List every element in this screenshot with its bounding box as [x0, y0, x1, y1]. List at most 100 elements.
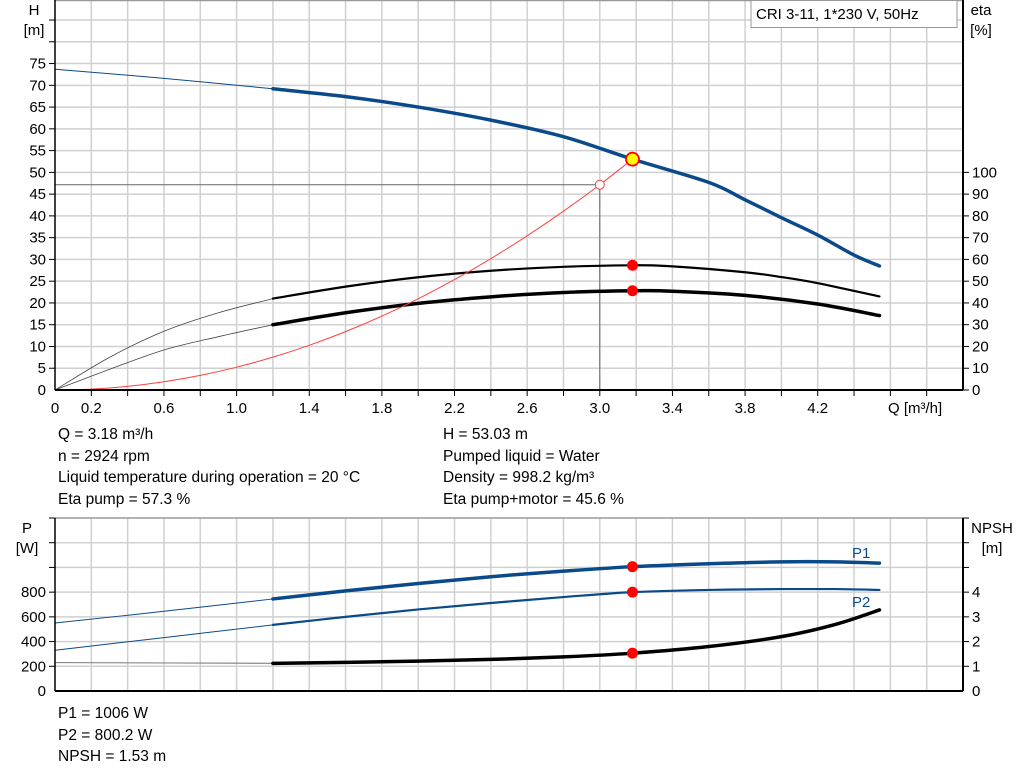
x-tick-label: 3.4	[662, 400, 683, 417]
y2-tick-label: 90	[972, 186, 989, 203]
info-eta-pump: Eta pump = 57.3 %	[58, 490, 191, 508]
y-tick-label: 10	[29, 338, 46, 355]
x-tick-label: 3.0	[589, 400, 610, 417]
axes: 0 0.2 0.6 1.0 1.4 1.8 2.2 2.6 3.0 3.4 3.8 4.2051015…	[21, 0, 997, 700]
x-tick-label: 1.8	[371, 400, 392, 417]
y2-tick-label: 60	[972, 251, 989, 268]
series-label-p1: P1	[852, 545, 870, 562]
info-liquid: Pumped liquid = Water	[443, 447, 600, 465]
x-tick-label: 1.4	[299, 400, 320, 417]
duty-point-marker	[626, 561, 638, 573]
duty-point-marker	[626, 259, 638, 271]
y-axis-label-p: P	[22, 520, 32, 537]
y2-tick-label: 10	[972, 360, 989, 377]
y2-tick-label: 80	[972, 208, 989, 225]
y-tick-label: 0	[38, 683, 46, 700]
npsh-curve	[271, 608, 882, 666]
y2-tick-label: 50	[972, 273, 989, 290]
x-axis-label-q: Q [m³/h]	[888, 400, 942, 417]
y2-tick-label: 100	[972, 164, 997, 181]
p2-curve	[271, 587, 881, 626]
y2-tick-label: 40	[972, 295, 989, 312]
y2-axis-label-eta: eta	[971, 2, 993, 19]
info-left: Q = 3.18 m³/h n = 2924 rpm Liquid temper…	[58, 424, 360, 510]
y2-tick-label: 30	[972, 317, 989, 334]
y2-tick-label: 1	[972, 658, 980, 675]
y-tick-label: 60	[29, 121, 46, 138]
series-label-p2: P2	[852, 594, 870, 611]
x-tick-label: 2.6	[517, 400, 538, 417]
y-axis-unit-p: [W]	[16, 540, 39, 557]
npsh-curve-extrapolated	[54, 661, 274, 664]
x-tick-label: 0.2	[81, 400, 102, 417]
y2-tick-label: 0	[972, 683, 980, 700]
info-head: H = 53.03 m	[443, 426, 528, 443]
info-flow: Q = 3.18 m³/h	[58, 426, 154, 443]
efficiency-curve-extrapolated	[54, 324, 274, 391]
y-tick-label: 15	[29, 317, 46, 334]
operating-point-marker	[625, 151, 640, 167]
y2-tick-label: 20	[972, 338, 989, 355]
power-curve-extrapolated	[54, 624, 274, 651]
head-curve	[271, 87, 882, 268]
y2-tick-label: 70	[972, 230, 989, 247]
y-tick-label: 200	[21, 658, 46, 675]
y-tick-label: 45	[29, 186, 46, 203]
head-curve-extrapolated	[54, 68, 274, 90]
y-axis-unit-h: [m]	[24, 22, 45, 39]
eta-pump-curve	[271, 264, 881, 300]
info-p2: P2 = 800.2 W	[58, 726, 153, 744]
x-tick-label: 1.0	[226, 400, 247, 417]
info-right: H = 53.03 m Pumped liquid = Water Densit…	[443, 424, 624, 510]
y-tick-label: 30	[29, 251, 46, 268]
y2-axis-unit-npsh: [m]	[982, 540, 1003, 557]
y-tick-label: 25	[29, 273, 46, 290]
x-tick-label: 3.8	[735, 400, 756, 417]
info-speed: n = 2924 rpm	[58, 447, 150, 465]
duty-point-marker	[626, 285, 638, 297]
info-eta-total: Eta pump+motor = 45.6 %	[443, 490, 624, 508]
info-npsh: NPSH = 1.53 m	[58, 748, 167, 765]
info-p1: P1 = 1006 W	[58, 705, 149, 722]
y2-tick-label: 2	[972, 634, 980, 651]
y-tick-label: 35	[29, 230, 46, 247]
x-tick-label: 0.6	[154, 400, 175, 417]
info-bottom: P1 = 1006 W P2 = 800.2 W NPSH = 1.53 m	[58, 703, 166, 768]
legend-box: CRI 3-11, 1*230 V, 50Hz	[750, 0, 958, 28]
y2-tick-label: 3	[972, 609, 980, 626]
p1-curve	[271, 559, 882, 601]
y-tick-label: 400	[21, 634, 46, 651]
power-curve-extrapolated	[54, 598, 274, 624]
y-tick-label: 70	[29, 77, 46, 94]
top-chart-grid	[55, 0, 963, 390]
markers	[594, 151, 640, 659]
x-tick-label: 2.2	[444, 400, 465, 417]
y-tick-label: 600	[21, 609, 46, 626]
y2-axis-label-npsh: NPSH	[971, 520, 1013, 537]
info-temperature: Liquid temperature during operation = 20…	[58, 469, 361, 486]
system-curve	[54, 158, 633, 391]
efficiency-curve-extrapolated	[54, 298, 274, 391]
info-density: Density = 998.2 kg/m³	[443, 469, 595, 486]
eta-pump-motor-curve	[271, 288, 882, 327]
y-tick-label: 40	[29, 208, 46, 225]
y-tick-label: 0	[38, 382, 46, 399]
duty-point-marker	[626, 586, 638, 598]
y-tick-label: 65	[29, 99, 46, 116]
y2-tick-label: 0	[972, 382, 980, 399]
y-tick-label: 50	[29, 164, 46, 181]
y-tick-label: 20	[29, 295, 46, 312]
legend-text: CRI 3-11, 1*230 V, 50Hz	[756, 6, 919, 23]
y-tick-label: 75	[29, 56, 46, 73]
curves	[54, 68, 882, 666]
system-curve-intersection-marker	[594, 179, 605, 190]
x-tick-label: 4.2	[807, 400, 828, 417]
y-axis-label-h: H	[29, 2, 40, 19]
y2-tick-label: 4	[972, 584, 980, 601]
y-tick-label: 800	[21, 584, 46, 601]
x-tick-label: 0	[51, 400, 59, 417]
y2-axis-unit-eta: [%]	[970, 22, 992, 39]
y-tick-label: 55	[29, 143, 46, 160]
bottom-chart-grid	[55, 517, 963, 691]
